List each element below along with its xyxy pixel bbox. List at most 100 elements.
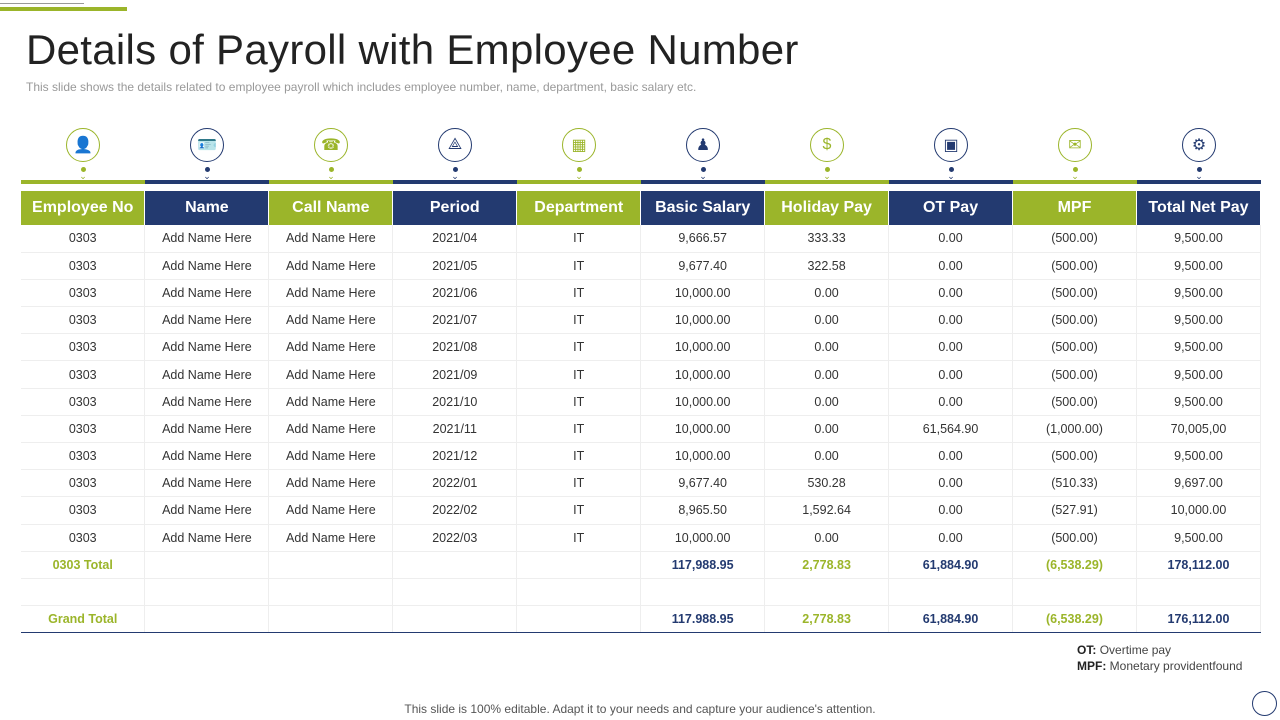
table-cell: (500.00)	[1012, 442, 1137, 471]
table-cell: 9,500.00	[1136, 225, 1262, 253]
legend-text: Overtime pay	[1099, 643, 1172, 657]
total-row	[21, 578, 1262, 607]
table-row: 0303 Add Name Here Add Name Here 2021/08 IT 1…	[21, 333, 1262, 362]
table-cell: 0.00	[764, 360, 890, 389]
table-cell: 0303	[21, 496, 146, 525]
table-row: 0303 Add Name Here Add Name Here 2022/03 IT 1…	[21, 524, 1262, 552]
dot-icon	[576, 167, 582, 172]
phone-person-icon: ☎	[314, 128, 348, 162]
table-cell: 0303	[21, 279, 146, 308]
table-cell: 0.00	[888, 225, 1013, 253]
table-cell: Add Name Here	[144, 306, 270, 335]
table-cell: 0303	[21, 306, 146, 335]
total-row: Grand Total 117.988.95 2,778.83 61,884.90 (6…	[21, 605, 1262, 634]
table-row: 0303 Add Name Here Add Name Here 2022/01 IT 9…	[21, 469, 1262, 498]
table-cell: 2021/06	[392, 279, 518, 308]
table-row: 0303 Add Name Here Add Name Here 2022/02 IT 8…	[21, 496, 1262, 525]
table-cell: 2022/01	[392, 469, 518, 498]
table-cell: 0303	[21, 360, 146, 389]
column-icon-cell: $ ⌄	[765, 126, 889, 181]
table-cell: Add Name Here	[144, 496, 270, 525]
table-cell: IT	[516, 360, 642, 389]
table-cell: (527.91)	[1012, 496, 1137, 525]
table-cell: 9,500.00	[1136, 524, 1262, 552]
table-cell: 0303	[21, 252, 146, 280]
dot-icon	[1072, 167, 1078, 172]
money-gears-icon: ⚙	[1182, 128, 1216, 162]
table-cell: Add Name Here	[144, 524, 270, 552]
card-lock-icon: ▣	[934, 128, 968, 162]
table-cell: 0.00	[888, 469, 1013, 498]
table-row: 0303 Add Name Here Add Name Here 2021/05 IT 9…	[21, 252, 1262, 280]
table-cell: IT	[516, 333, 642, 362]
table-cell: (500.00)	[1012, 252, 1137, 280]
color-bar	[145, 180, 269, 184]
payroll-table-container: 👤 ⌄ 🪪 ⌄ ☎ ⌄ ⟁ ⌄ ▦ ⌄ ♟ ⌄ $ ⌄ ▣ ⌄ ✉ ⌄ ⚙ ⌄ Employee No Name Call…	[21, 126, 1262, 634]
column-icon-cell: ⟁ ⌄	[393, 126, 517, 181]
table-cell: 2021/11	[392, 415, 518, 444]
dot-icon	[700, 167, 706, 172]
table-cell: IT	[516, 225, 642, 253]
table-cell: 0.00	[888, 496, 1013, 525]
legend: OT: Overtime pay MPF: Monetary provident…	[1077, 642, 1242, 674]
table-cell: Add Name Here	[268, 225, 394, 253]
chevron-down-icon: ⌄	[203, 171, 211, 181]
table-cell: 9,500.00	[1136, 442, 1262, 471]
column-icon-cell: ▣ ⌄	[889, 126, 1013, 181]
table-row: 0303 Add Name Here Add Name Here 2021/10 IT 1…	[21, 388, 1262, 416]
chevron-down-icon: ⌄	[79, 171, 87, 181]
color-bar	[393, 180, 517, 184]
total-cell: 61,884.90	[888, 551, 1013, 579]
table-row: 0303 Add Name Here Add Name Here 2021/12 IT 1…	[21, 442, 1262, 471]
table-cell: Add Name Here	[268, 279, 394, 308]
table-cell: (1,000.00)	[1012, 415, 1137, 444]
total-cell: 178,112.00	[1136, 551, 1262, 579]
total-cell	[392, 551, 518, 579]
page-subtitle: This slide shows the details related to …	[26, 80, 697, 94]
dot-icon	[80, 167, 86, 172]
dot-icon	[824, 167, 830, 172]
color-bar	[21, 180, 145, 184]
table-cell: (500.00)	[1012, 360, 1137, 389]
page-title: Details of Payroll with Employee Number	[26, 26, 799, 73]
column-header: Period	[392, 191, 518, 225]
column-color-bars	[21, 180, 1261, 184]
column-icon-cell: 🪪 ⌄	[145, 126, 269, 181]
table-cell: (500.00)	[1012, 524, 1137, 552]
chevron-down-icon: ⌄	[575, 171, 583, 181]
building-icon: ▦	[562, 128, 596, 162]
column-header: Basic Salary	[640, 191, 766, 225]
table-cell: 9,677.40	[640, 252, 766, 280]
total-cell	[392, 605, 518, 634]
table-cell: 2021/04	[392, 225, 518, 253]
total-cell	[764, 578, 890, 607]
table-cell: Add Name Here	[268, 415, 394, 444]
table-cell: IT	[516, 252, 642, 280]
dot-icon	[1196, 167, 1202, 172]
total-cell: 117,988.95	[640, 551, 766, 579]
employee-desk-icon: 👤	[66, 128, 100, 162]
table-cell: 0.00	[888, 333, 1013, 362]
total-cell	[268, 605, 394, 634]
table-cell: 10,000.00	[1136, 496, 1262, 525]
table-row: 0303 Add Name Here Add Name Here 2021/09 IT 1…	[21, 360, 1262, 389]
total-cell: 117.988.95	[640, 605, 766, 634]
table-cell: 0.00	[764, 279, 890, 308]
table-cell: IT	[516, 279, 642, 308]
table-cell: 9,500.00	[1136, 333, 1262, 362]
table-cell: 0303	[21, 442, 146, 471]
column-header: Name	[144, 191, 270, 225]
column-icon-cell: ☎ ⌄	[269, 126, 393, 181]
table-cell: 322.58	[764, 252, 890, 280]
total-cell: 0303 Total	[21, 551, 146, 579]
dot-icon	[452, 167, 458, 172]
total-cell: Grand Total	[21, 605, 146, 634]
table-cell: IT	[516, 388, 642, 416]
table-cell: 0.00	[764, 442, 890, 471]
chevron-down-icon: ⌄	[699, 171, 707, 181]
table-cell: Add Name Here	[268, 333, 394, 362]
table-cell: 10,000.00	[640, 360, 766, 389]
table-row: 0303 Add Name Here Add Name Here 2021/11 IT 1…	[21, 415, 1262, 444]
table-row: 0303 Add Name Here Add Name Here 2021/07 IT 1…	[21, 306, 1262, 335]
table-cell: Add Name Here	[268, 306, 394, 335]
